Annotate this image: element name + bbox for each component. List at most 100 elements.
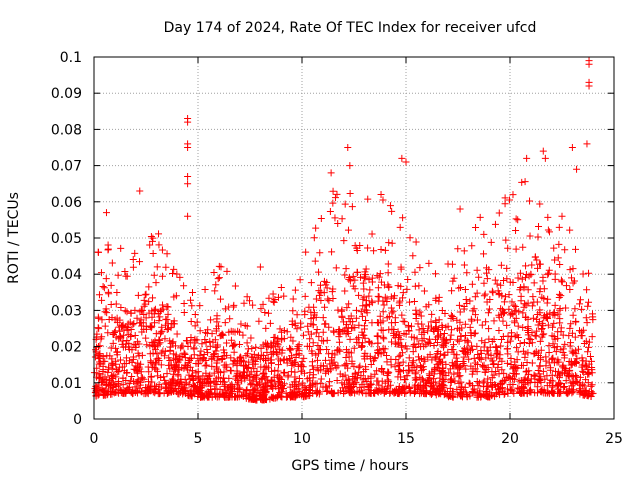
data-point [533, 298, 541, 306]
data-point [125, 331, 133, 339]
data-point [181, 381, 189, 389]
data-point [346, 318, 354, 326]
data-point [500, 276, 508, 284]
data-point [152, 360, 160, 368]
data-point [238, 377, 246, 385]
data-point [383, 295, 391, 303]
data-point [125, 339, 133, 347]
data-point [227, 367, 235, 375]
data-point [305, 303, 313, 311]
data-point [499, 332, 507, 340]
data-point [112, 300, 120, 308]
data-point [165, 384, 173, 392]
data-point [568, 382, 576, 390]
data-point [268, 367, 276, 375]
data-point [484, 364, 492, 372]
data-point [253, 367, 261, 375]
y-axis-label: ROTI / TECUs [6, 192, 22, 284]
data-point [235, 371, 243, 379]
data-point [300, 354, 308, 362]
data-point [566, 226, 574, 234]
data-point [311, 257, 319, 265]
data-point [514, 216, 522, 224]
data-point [539, 331, 547, 339]
x-tick-label: 0 [90, 431, 99, 447]
data-point [500, 369, 508, 377]
data-point [230, 342, 238, 350]
y-tick-labels: 0 0.01 0.02 0.03 0.04 0.05 0.06 0.07 0.08 0.09 0.1 [51, 50, 82, 428]
data-point [416, 373, 424, 381]
data-point [506, 337, 514, 345]
data-point [166, 365, 174, 373]
data-point [555, 374, 563, 382]
data-point [108, 390, 116, 398]
data-point [379, 297, 387, 305]
data-point [94, 351, 102, 359]
data-point [236, 340, 244, 348]
data-point [165, 354, 173, 362]
axis-ticks [93, 56, 615, 420]
data-point [202, 357, 210, 365]
data-point [533, 383, 541, 391]
data-point [379, 308, 387, 316]
data-point [413, 363, 421, 371]
data-point [447, 379, 455, 387]
data-point [482, 318, 490, 326]
data-point [94, 313, 102, 321]
data-point [480, 377, 488, 385]
data-point [309, 321, 317, 329]
data-point [504, 244, 512, 252]
data-point [203, 346, 211, 354]
data-point [417, 312, 425, 320]
data-point [499, 306, 507, 314]
y-tick-label: 0.09 [51, 86, 82, 102]
data-point [475, 273, 483, 281]
data-point [149, 294, 157, 302]
data-point [544, 388, 552, 396]
data-point [248, 344, 256, 352]
data-point [496, 391, 504, 399]
data-point [306, 377, 314, 385]
data-point [104, 246, 112, 254]
data-point [116, 332, 124, 340]
data-point [230, 348, 238, 356]
data-point [274, 393, 282, 401]
data-point [145, 368, 153, 376]
data-point [393, 340, 401, 348]
data-point [147, 373, 155, 381]
data-point [278, 349, 286, 357]
data-point [491, 392, 499, 400]
data-point [129, 355, 137, 363]
data-point [351, 369, 359, 377]
data-point [484, 347, 492, 355]
data-point [149, 349, 157, 357]
data-point [356, 362, 364, 370]
data-point [508, 298, 516, 306]
data-point [524, 315, 532, 323]
data-point [511, 317, 519, 325]
data-point [146, 241, 154, 249]
data-point [291, 359, 299, 367]
data-point [295, 375, 303, 383]
data-point [398, 349, 406, 357]
data-point [389, 307, 397, 315]
data-point [410, 297, 418, 305]
y-tick-label: 0.03 [51, 303, 82, 319]
data-point [526, 197, 534, 205]
data-point [239, 368, 247, 376]
data-point [129, 263, 137, 271]
data-point [419, 377, 427, 385]
data-point [137, 360, 145, 368]
data-point [164, 303, 172, 311]
data-point [98, 296, 106, 304]
data-point [587, 393, 595, 401]
data-point [269, 297, 277, 305]
data-point [105, 376, 113, 384]
data-point [249, 381, 257, 389]
data-point [152, 279, 160, 287]
data-point [571, 333, 579, 341]
outlier-point [344, 144, 352, 151]
data-point [443, 388, 451, 396]
data-point [220, 352, 228, 360]
data-point [117, 304, 125, 312]
